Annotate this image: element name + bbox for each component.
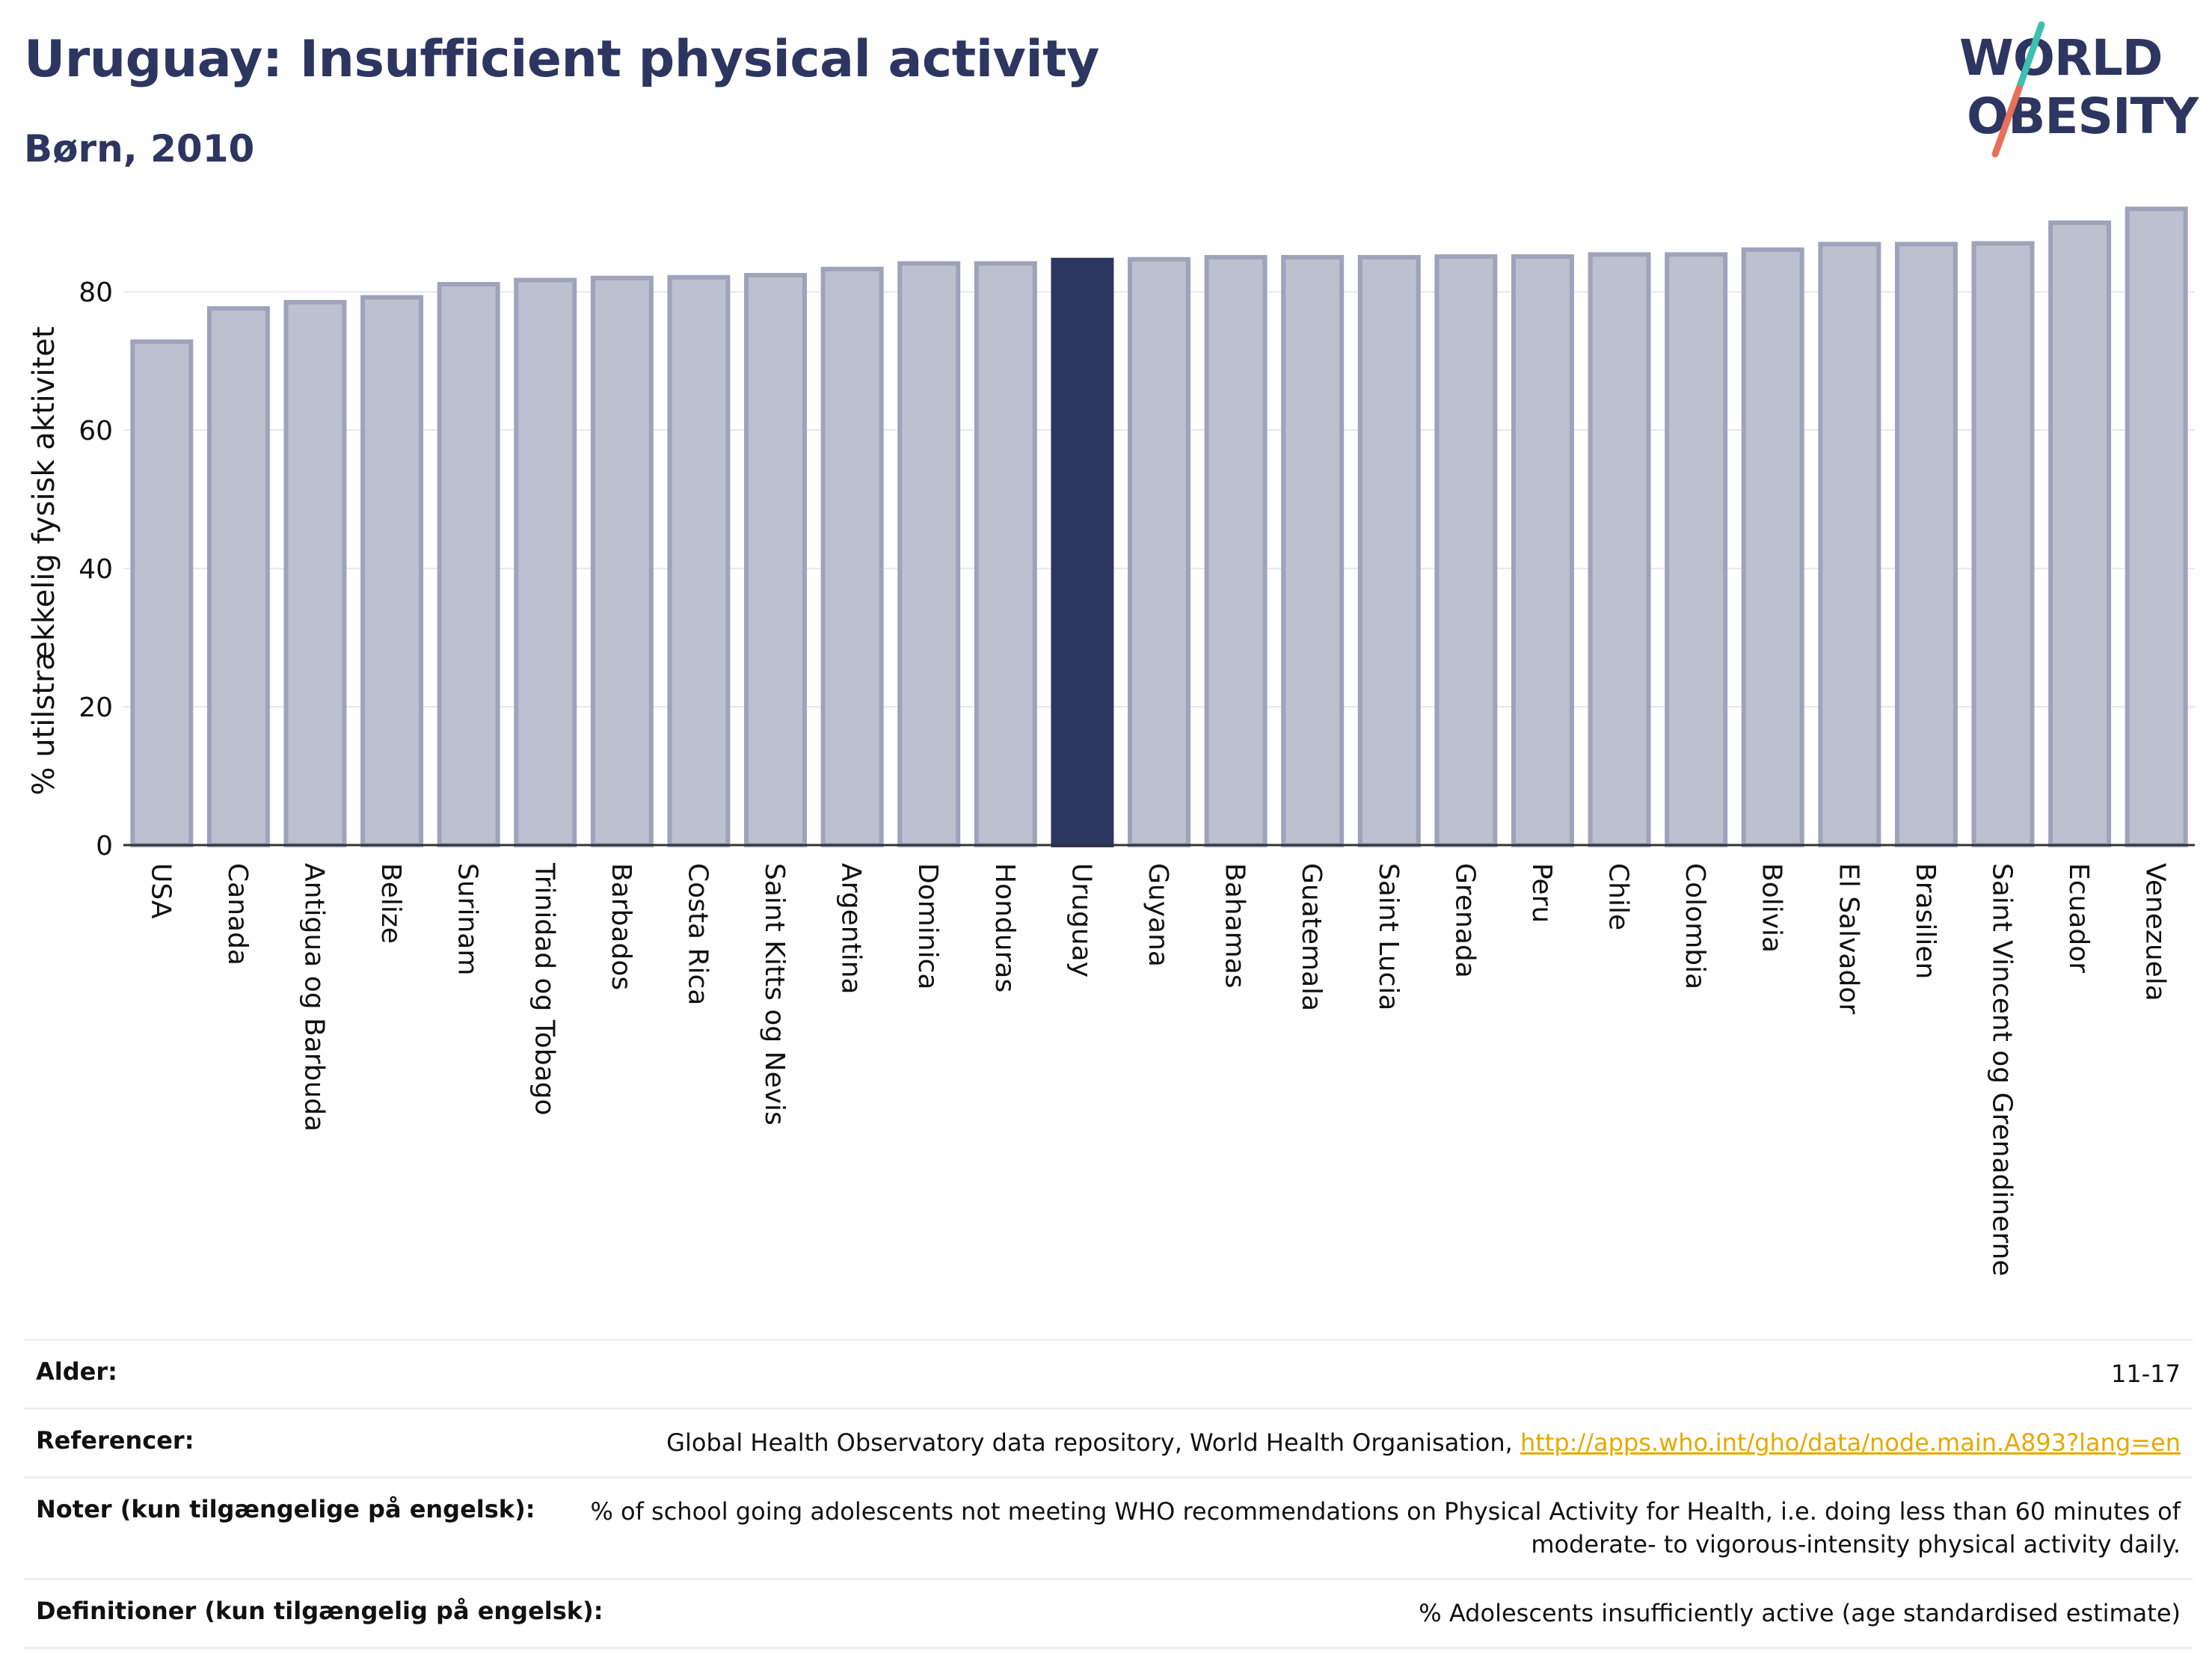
references-text: Global Health Observatory data repositor… [666, 1428, 1520, 1457]
x-tick-label: Saint Kitts og Nevis [759, 863, 790, 1126]
bar-chile[interactable] [1588, 252, 1651, 848]
bar-barbados[interactable] [590, 275, 654, 847]
x-tick-label: Bahamas [1220, 863, 1250, 989]
info-table: Alder: 11-17 Referencer: Global Health O… [24, 1339, 2193, 1649]
notes-line-2: moderate- to vigorous-intensity physical… [1531, 1530, 2181, 1559]
bar-grenada[interactable] [1434, 254, 1498, 847]
svg-text:WORLD: WORLD [1959, 29, 2163, 87]
notes-label: Noter (kun tilgængelige på engelsk): [36, 1494, 535, 1523]
y-tick-label: 80 [79, 277, 113, 308]
info-row-notes: Noter (kun tilgængelige på engelsk): % o… [24, 1476, 2193, 1579]
bars [130, 206, 2188, 848]
y-tick-label: 0 [96, 831, 113, 862]
y-tick-label: 20 [79, 693, 113, 723]
x-tick-label: Saint Vincent og Grenadinerne [1987, 863, 2018, 1276]
bar-peru[interactable] [1511, 254, 1574, 847]
x-tick-label: Antigua og Barbuda [298, 863, 329, 1132]
bar-saint-lucia[interactable] [1357, 254, 1421, 847]
definitions-value: % Adolescents insufficiently active (age… [1419, 1599, 2181, 1628]
x-tick-label: Venezuela [2140, 863, 2171, 1001]
bar-colombia[interactable] [1665, 252, 1728, 848]
bar-bahamas[interactable] [1204, 254, 1268, 847]
x-tick-label: Chile [1603, 863, 1634, 930]
bar-bolivia[interactable] [1741, 247, 1804, 847]
page-title: Uruguay: Insufficient physical activity [24, 30, 1099, 89]
bar-guyana[interactable] [1128, 257, 1191, 847]
info-row-references: Referencer: Global Health Observatory da… [24, 1407, 2193, 1476]
x-tick-label: Ecuador [2063, 863, 2094, 973]
x-tick-label: Uruguay [1066, 863, 1096, 977]
x-tick-label: Trinidad og Tobago [529, 862, 559, 1116]
references-link[interactable]: http://apps.who.int/gho/data/node.main.A… [1520, 1428, 2181, 1457]
x-tick-label: Grenada [1449, 863, 1480, 978]
x-tick-label: Argentina [836, 863, 867, 995]
notes-value: % of school going adolescents not meetin… [590, 1495, 2181, 1562]
bar-uruguay[interactable] [1051, 257, 1114, 847]
x-tick-label: Guyana [1143, 863, 1173, 967]
x-tick-label: USA [145, 863, 176, 919]
x-tick-label: Peru [1526, 863, 1557, 923]
info-row-age: Alder: 11-17 [24, 1339, 2193, 1407]
x-tick-label: Bolivia [1757, 863, 1787, 953]
x-tick-label: Surinam [452, 863, 483, 975]
world-obesity-logo: WORLD OBESITY [1959, 21, 2199, 158]
x-tick-label: Colombia [1680, 863, 1710, 989]
age-value: 11-17 [2111, 1360, 2181, 1388]
bar-el-salvador[interactable] [1818, 242, 1881, 847]
x-tick-label: Guatemala [1296, 863, 1327, 1011]
references-value: Global Health Observatory data repositor… [666, 1426, 2181, 1460]
bar-argentina[interactable] [820, 266, 884, 848]
bar-surinam[interactable] [437, 282, 500, 847]
bar-guatemala[interactable] [1281, 254, 1345, 847]
info-row-definitions: Definitioner (kun tilgængelig på engelsk… [24, 1578, 2193, 1649]
bar-costa-rica[interactable] [667, 274, 731, 847]
bar-venezuela[interactable] [2125, 206, 2188, 847]
y-tick-label: 60 [79, 416, 113, 446]
x-tick-label: Costa Rica [682, 863, 713, 1005]
bar-usa[interactable] [130, 339, 194, 847]
bar-belize[interactable] [360, 295, 424, 847]
bar-saint-vincent-og-grenadinerne[interactable] [1971, 241, 2035, 847]
page-subtitle: Børn, 2010 [24, 127, 255, 171]
bar-ecuador[interactable] [2048, 220, 2112, 847]
references-label: Referencer: [36, 1425, 194, 1455]
y-axis-label: % utilstrækkelig fysisk aktivitet [27, 326, 61, 795]
x-tick-label: Honduras [989, 863, 1020, 992]
x-tick-label: Barbados [606, 863, 636, 990]
bar-canada[interactable] [206, 306, 270, 847]
x-tick-label: Canada [222, 863, 253, 965]
bar-chart: 0 20 40 60 80 USA Canada Antigua og Barbuda Bel… [27, 206, 2195, 1276]
y-tick-label: 40 [79, 554, 113, 585]
x-tick-label: Brasilien [1910, 863, 1941, 979]
x-axis-ticks: USA Canada Antigua og Barbuda Belize Surinam… [145, 862, 2170, 1276]
x-tick-label: El Salvador [1833, 863, 1864, 1014]
age-label: Alder: [36, 1357, 117, 1386]
notes-line-1: % of school going adolescents not meetin… [590, 1496, 2181, 1526]
definitions-label: Definitioner (kun tilgængelig på engelsk… [36, 1597, 603, 1626]
x-tick-label: Dominica [912, 863, 943, 990]
bar-dominica[interactable] [897, 261, 961, 847]
bar-saint-kitts-og-nevis[interactable] [744, 273, 808, 848]
x-tick-label: Belize [375, 863, 406, 944]
bar-honduras[interactable] [974, 261, 1037, 847]
bar-antigua-og-barbuda[interactable] [283, 300, 347, 848]
bar-brasilien[interactable] [1894, 242, 1958, 847]
x-tick-label: Saint Lucia [1373, 863, 1404, 1010]
bar-trinidad-og-tobago[interactable] [514, 277, 577, 847]
y-axis-ticks: 0 20 40 60 80 [79, 277, 113, 862]
